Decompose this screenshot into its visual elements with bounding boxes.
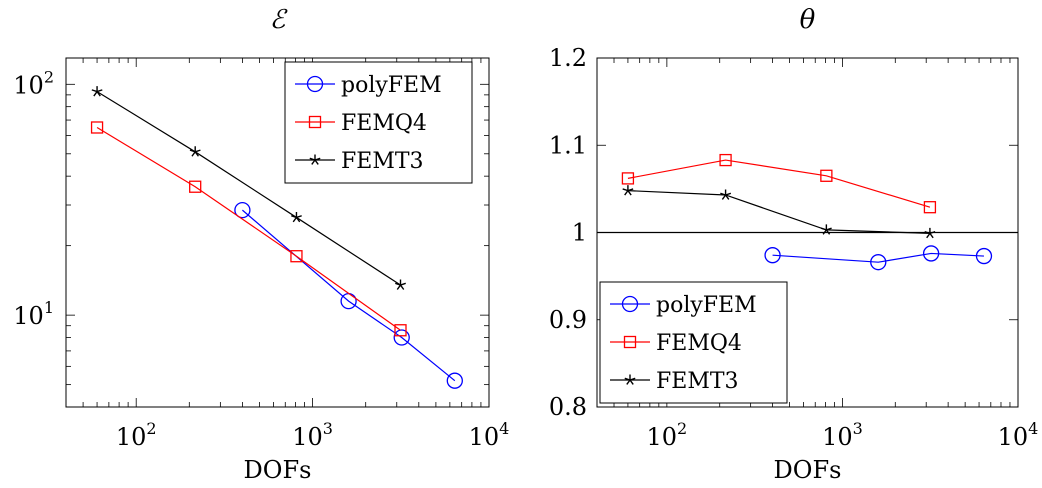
chart-panel-2: 102 103 104 0.8 0.9 1 1.1 1.2 θ DOFs polyFEM FEMQ4 F… (549, 5, 1039, 484)
series-polyFEM (234, 201, 463, 389)
y-tick-label: 0.9 (549, 306, 587, 334)
legend-marker (308, 115, 322, 129)
legend-label: polyFEM (341, 73, 442, 98)
data-point (622, 185, 634, 196)
x-tick-label: 102 (646, 419, 687, 451)
legend-label: polyFEM (656, 293, 757, 318)
series-line (96, 126, 401, 331)
data-point (621, 172, 635, 185)
data-point (394, 324, 407, 337)
chart-title: ℰ (270, 5, 288, 35)
x-axis-label: DOFs (774, 456, 842, 484)
plot-frame (65, 57, 490, 408)
x-tick-label: 103 (292, 419, 333, 451)
legend: polyFEM FEMQ4 FEMT3 (284, 61, 473, 184)
data-point (91, 86, 103, 97)
y-tick-label: 101 (13, 298, 54, 330)
data-point (189, 180, 202, 193)
series-line (627, 159, 931, 208)
data-point (820, 169, 833, 182)
data-point (975, 247, 993, 265)
legend-marker (624, 374, 636, 385)
x-tick-label: 104 (998, 419, 1039, 451)
y-tick-label: 1.1 (549, 131, 587, 159)
data-point (764, 247, 781, 264)
legend-marker (623, 335, 637, 349)
x-axis-label: DOFs (244, 456, 312, 484)
series-line (96, 91, 401, 286)
data-point (720, 189, 732, 200)
y-tick-label: 0.8 (549, 393, 587, 421)
y-tick-label: 102 (13, 67, 54, 99)
chart-panel-1: 102 103 104 101 102 ℰ DOFs polyFEM FEMQ4 FEMT3 (13, 5, 509, 484)
legend-label: FEMT3 (656, 369, 739, 394)
data-point (393, 329, 410, 346)
legend-label: FEMT3 (341, 149, 424, 174)
data-point (719, 153, 732, 167)
data-point (90, 121, 104, 134)
legend-label: FEMQ4 (656, 331, 742, 356)
y-tick-label: 1.2 (549, 44, 587, 72)
series-line (627, 190, 930, 234)
data-point (870, 254, 887, 271)
series-line (242, 209, 456, 382)
data-point (820, 224, 832, 235)
x-tick-label: 103 (822, 419, 863, 451)
series-line (772, 252, 984, 263)
data-point (395, 279, 406, 290)
series-FEMT3 (91, 86, 406, 290)
data-point (922, 245, 940, 262)
legend-marker (306, 75, 324, 93)
data-point (446, 372, 463, 389)
data-point (189, 146, 201, 157)
legend-marker (621, 295, 639, 313)
legend-marker (309, 154, 321, 165)
data-point (924, 227, 936, 239)
series-FEMQ4 (621, 153, 937, 214)
x-tick-label: 102 (116, 419, 157, 451)
data-point (923, 201, 937, 214)
series-FEMQ4 (90, 121, 407, 337)
data-point (234, 201, 251, 219)
series-polyFEM (764, 245, 993, 271)
data-point (290, 250, 303, 263)
legend: polyFEM FEMQ4 FEMT3 (599, 281, 788, 404)
y-tick-label: 1 (572, 219, 587, 247)
series-FEMT3 (622, 185, 936, 239)
chart-title: θ (800, 5, 816, 35)
legend-label: FEMQ4 (341, 111, 427, 136)
data-point (291, 211, 302, 223)
x-tick-label: 104 (469, 419, 510, 451)
